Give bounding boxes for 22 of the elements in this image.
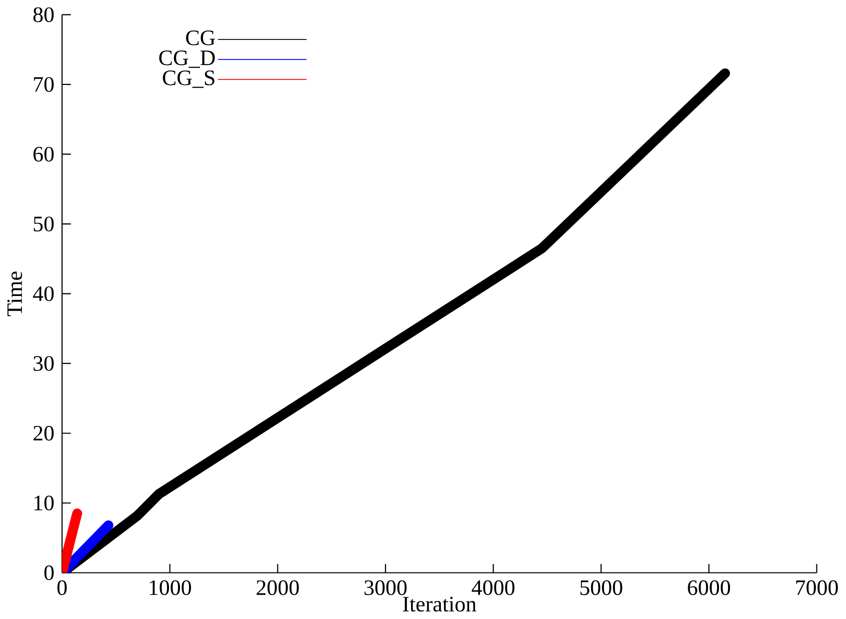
y-tick-label: 30	[34, 356, 54, 371]
legend-label: CG_D	[159, 50, 215, 68]
x-tick-label: 7000	[796, 580, 838, 596]
y-axis-title: Time	[7, 272, 22, 316]
x-tick-label: 5000	[580, 580, 622, 596]
legend-label: CG_S	[162, 70, 214, 88]
legend-label: CG	[186, 30, 215, 46]
x-tick-label: 0	[57, 580, 67, 596]
y-tick-label: 50	[34, 216, 54, 232]
x-tick-label: 3000	[364, 580, 407, 596]
x-tick-label: 4000	[472, 580, 514, 596]
y-tick-label: 20	[34, 426, 54, 441]
y-tick-label: 80	[33, 7, 54, 22]
y-tick-label: 60	[34, 146, 54, 162]
x-tick-label: 6000	[688, 580, 730, 596]
y-tick-label: 40	[32, 286, 54, 302]
y-tick-label: 70	[34, 77, 54, 92]
y-tick-label: 10	[34, 496, 54, 510]
x-tick-label: 2000	[256, 580, 299, 596]
y-tick-label: 0	[44, 565, 54, 580]
x-axis-title: Iteration	[402, 596, 476, 612]
x-tick-label: 1000	[150, 580, 191, 596]
